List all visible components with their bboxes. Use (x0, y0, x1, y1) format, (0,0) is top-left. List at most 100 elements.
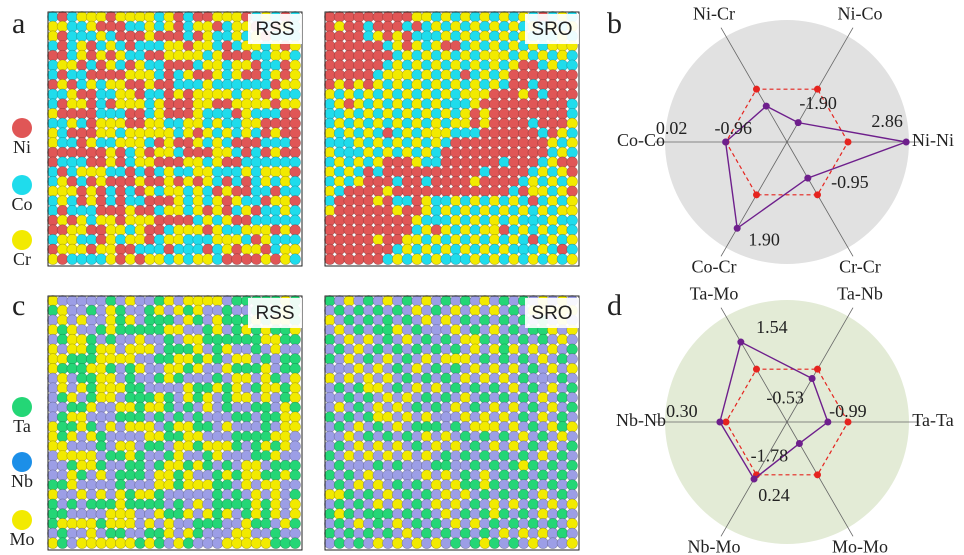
atom (547, 470, 558, 481)
atom (125, 225, 136, 236)
atom (353, 108, 364, 119)
atom (392, 254, 403, 265)
atom (222, 373, 233, 384)
atom (290, 373, 301, 384)
atom (125, 196, 136, 207)
atom (479, 518, 490, 529)
atom (489, 157, 500, 168)
atom (270, 157, 281, 168)
atom (154, 334, 165, 345)
atom (222, 470, 233, 481)
atom (441, 344, 452, 355)
atom (232, 509, 243, 520)
atom (334, 402, 345, 413)
atom (154, 392, 165, 403)
atom (324, 108, 335, 119)
atom (164, 499, 175, 510)
atom (290, 128, 301, 139)
atom (183, 441, 194, 452)
atom (470, 295, 481, 306)
atom (431, 383, 442, 394)
atom (363, 196, 374, 207)
atom (470, 315, 481, 326)
atom (212, 215, 223, 226)
atom (557, 186, 568, 197)
atom (334, 334, 345, 345)
atom (509, 305, 520, 316)
atom (47, 441, 58, 452)
atom (363, 254, 374, 265)
atom (144, 118, 155, 129)
atom (76, 324, 87, 335)
atom (392, 215, 403, 226)
atom (518, 402, 529, 413)
atom (193, 402, 204, 413)
atom (431, 40, 442, 51)
atom (47, 383, 58, 394)
atom (57, 21, 68, 32)
atom (499, 89, 510, 100)
atom (173, 402, 184, 413)
atom (402, 196, 413, 207)
atom (47, 295, 58, 306)
atom (547, 489, 558, 500)
atom (135, 324, 146, 335)
atom (47, 205, 58, 216)
atom (421, 157, 432, 168)
atom (567, 421, 578, 432)
atom (222, 166, 233, 177)
atom (164, 11, 175, 22)
atom (115, 392, 126, 403)
atom (154, 538, 165, 549)
atom (144, 392, 155, 403)
atom (106, 480, 117, 491)
atom (402, 383, 413, 394)
atom (86, 295, 97, 306)
atom (154, 254, 165, 265)
atom (353, 441, 364, 452)
atom (135, 518, 146, 529)
atom (96, 186, 107, 197)
atom (135, 499, 146, 510)
atom (57, 460, 68, 471)
atom (450, 186, 461, 197)
atom (193, 225, 204, 236)
atom (392, 538, 403, 549)
atom (76, 215, 87, 226)
atom (106, 89, 117, 100)
atom (567, 157, 578, 168)
atom (67, 392, 78, 403)
atom (251, 196, 262, 207)
atom (164, 176, 175, 187)
atom (280, 363, 291, 374)
atom (431, 137, 442, 148)
atom (202, 99, 213, 110)
atom (412, 509, 423, 520)
atom (499, 157, 510, 168)
atom (392, 196, 403, 207)
atom (392, 118, 403, 129)
atom (144, 315, 155, 326)
atom (202, 363, 213, 374)
atom (557, 234, 568, 245)
atom (334, 441, 345, 452)
atom (431, 99, 442, 110)
atom (334, 225, 345, 236)
atom (373, 509, 384, 520)
atom (144, 137, 155, 148)
atom (353, 450, 364, 461)
atom (547, 166, 558, 177)
atom (441, 412, 452, 423)
atom (280, 383, 291, 394)
atom (557, 70, 568, 81)
atom (509, 215, 520, 226)
atom (76, 489, 87, 500)
atom (164, 431, 175, 442)
atom (373, 344, 384, 355)
atom (470, 254, 481, 265)
atom (383, 324, 394, 335)
atom (183, 21, 194, 32)
atom (334, 137, 345, 148)
atom (353, 50, 364, 61)
atom (344, 402, 355, 413)
